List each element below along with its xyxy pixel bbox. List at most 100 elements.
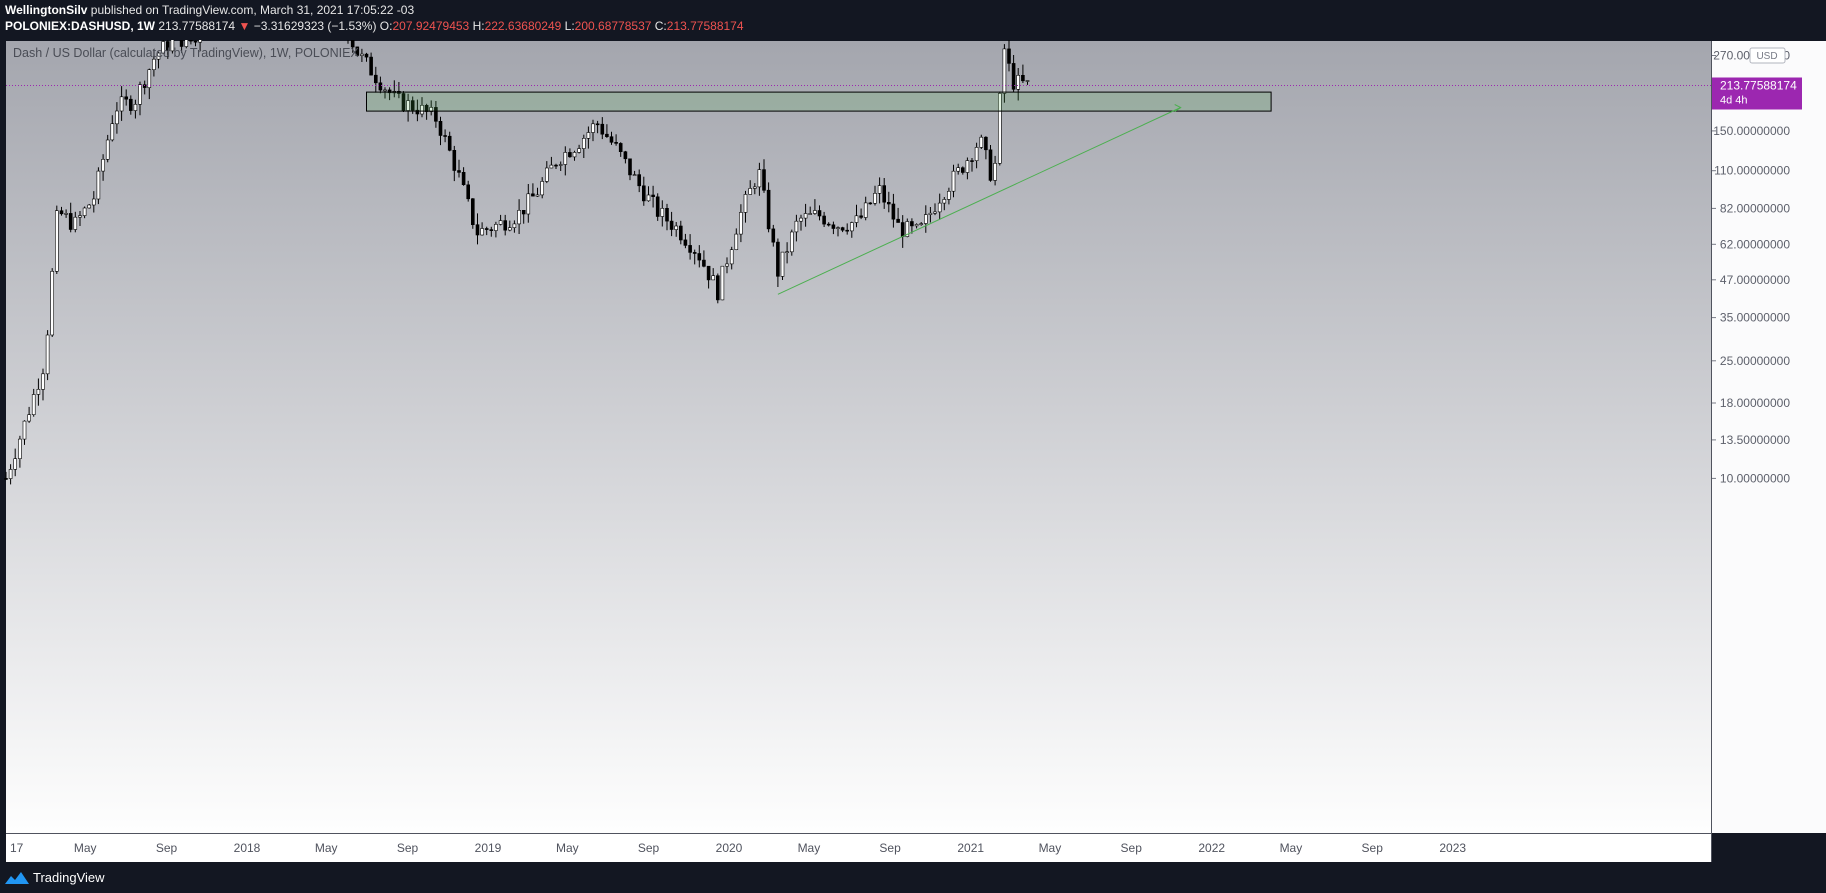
h-value: 222.63680249 — [484, 19, 562, 33]
tradingview-logo-icon[interactable] — [4, 868, 30, 886]
candle — [984, 136, 988, 160]
candle — [586, 126, 591, 149]
candle — [762, 159, 766, 193]
candle — [415, 99, 420, 122]
candle — [618, 142, 623, 157]
y-tick-label: 13.50000000 — [1720, 433, 1790, 447]
candle — [36, 378, 41, 406]
candle — [794, 214, 799, 242]
candle — [739, 204, 743, 243]
chart-canvas[interactable]: 11000.000000008000.000000006000.00000000… — [0, 40, 1826, 862]
candle — [595, 120, 600, 134]
candle — [438, 116, 443, 146]
candle — [1007, 40, 1011, 72]
candle — [997, 91, 1002, 166]
brand-name[interactable]: TradingView — [33, 870, 105, 885]
candle — [387, 87, 392, 101]
candle — [808, 206, 813, 215]
candle — [82, 206, 87, 219]
x-tick-label: 2023 — [1439, 841, 1466, 855]
x-tick-label: 2022 — [1198, 841, 1225, 855]
candle — [568, 148, 572, 158]
x-tick-label: May — [315, 841, 338, 855]
last-price-badge: 213.77588174 4d 4h — [1712, 77, 1802, 110]
candle — [142, 80, 147, 95]
drawing-layer[interactable] — [366, 91, 1272, 295]
candle — [919, 222, 924, 226]
candle — [785, 242, 789, 264]
y-tick-label: 62.00000000 — [1720, 237, 1790, 251]
plot-area[interactable] — [6, 41, 1712, 833]
candle — [360, 48, 364, 62]
candle — [92, 191, 96, 213]
candle — [64, 209, 68, 218]
candle — [757, 162, 762, 196]
l-value: 200.68778537 — [574, 19, 652, 33]
footer-bar: TradingView — [0, 862, 1826, 893]
currency-badge[interactable] — [1749, 47, 1786, 64]
candle — [711, 268, 716, 281]
candle — [845, 223, 850, 235]
candle — [383, 87, 387, 99]
x-tick-label: 2021 — [957, 841, 984, 855]
candle — [447, 131, 452, 152]
candle — [896, 207, 900, 223]
candle — [434, 101, 438, 128]
x-tick-label: 2020 — [716, 841, 743, 855]
candle — [1002, 44, 1007, 103]
candle — [45, 330, 50, 381]
publish-line: WellingtonSilv published on TradingView.… — [5, 3, 414, 17]
candle — [517, 199, 521, 234]
change-value: −3.31629323 (−1.53%) — [253, 19, 377, 33]
candle — [891, 193, 896, 228]
candle — [877, 177, 882, 204]
candle — [124, 89, 128, 106]
header-bar: WellingtonSilv published on TradingView.… — [0, 0, 1826, 40]
candle — [1025, 80, 1030, 85]
candle — [923, 205, 928, 233]
candle — [734, 228, 739, 251]
candle — [729, 246, 734, 270]
candle — [831, 221, 836, 235]
candle — [96, 167, 101, 205]
candle — [18, 435, 22, 468]
candle — [988, 145, 993, 182]
time-axis[interactable] — [6, 833, 1712, 862]
ascending-trendline[interactable] — [777, 107, 1181, 295]
candle — [531, 183, 535, 197]
price-axis[interactable] — [1712, 41, 1826, 833]
candle — [706, 265, 711, 289]
candle — [8, 464, 13, 485]
candle — [13, 448, 17, 477]
candle — [27, 406, 31, 423]
candle — [683, 233, 688, 249]
y-tick-label: 150.00000000 — [1713, 124, 1790, 138]
candle — [937, 193, 942, 220]
candle — [59, 206, 64, 216]
candle — [498, 214, 503, 226]
candle — [101, 154, 105, 181]
author-name[interactable]: WellingtonSilv — [5, 3, 88, 17]
candle — [641, 176, 646, 206]
candle — [166, 40, 170, 59]
candle — [461, 167, 466, 186]
candle — [369, 52, 373, 76]
chart-title: Dash / US Dollar (calculated by TradingV… — [13, 46, 359, 60]
candle — [170, 40, 175, 54]
y-tick-labels: 11000.000000008000.000000006000.00000000… — [1712, 49, 1790, 485]
x-tick-label: May — [74, 841, 97, 855]
candle — [873, 185, 877, 206]
candle — [470, 198, 475, 229]
candle — [161, 40, 165, 54]
ohlc-line: POLONIEX:DASHUSD, 1W 213.77588174 ▼ −3.3… — [5, 19, 744, 33]
x-tick-label: Sep — [638, 841, 660, 855]
candle — [138, 81, 142, 116]
candle — [1011, 55, 1016, 93]
trendline-arrow-icon — [1174, 104, 1182, 112]
candle — [420, 97, 424, 118]
candle — [646, 186, 651, 202]
candle — [521, 210, 526, 224]
support-zone-rectangle[interactable] — [366, 91, 1272, 112]
candle — [651, 185, 655, 208]
candle — [933, 203, 937, 216]
